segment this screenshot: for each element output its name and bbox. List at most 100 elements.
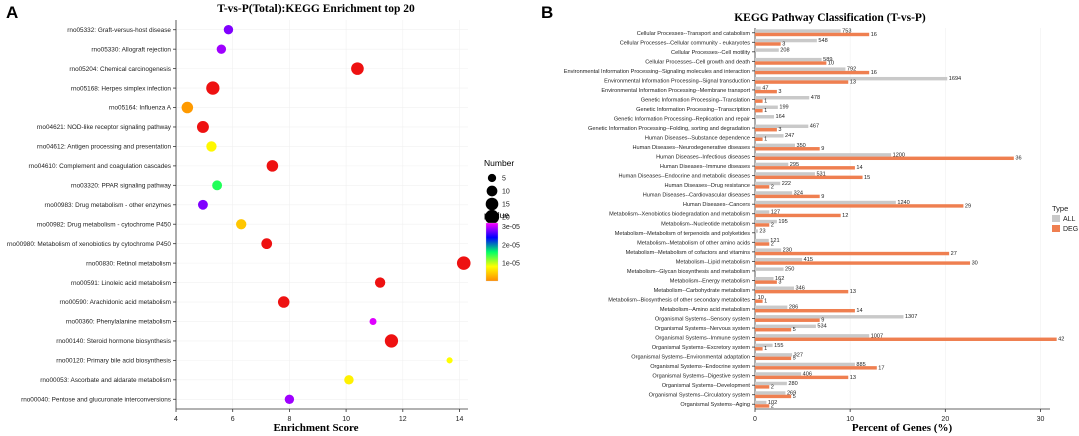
bar-all: [755, 200, 896, 205]
category-label: Metabolism--Metabolism of other amino ac…: [637, 240, 750, 246]
bar-all: [755, 324, 816, 329]
bar-deg: [755, 223, 770, 227]
size-legend-dot: [484, 209, 500, 225]
bar-deg: [755, 308, 855, 313]
bar-all-value-label: 47: [762, 86, 768, 92]
bar-deg: [755, 156, 1014, 161]
bar-all: [755, 238, 769, 243]
bar-deg: [755, 280, 777, 284]
bar-deg-value-label: 3: [782, 41, 785, 47]
bar-deg: [755, 204, 964, 208]
bar-deg: [755, 289, 849, 294]
panel-b: B KEGG Pathway Classification (T-vs-P) 0…: [541, 3, 1078, 434]
bar-deg-value-label: 2: [771, 241, 774, 247]
data-point: [196, 121, 209, 133]
chart-a-title: T-vs-P(Total):KEGG Enrichment top 20: [217, 3, 415, 15]
bar-all: [755, 362, 855, 367]
bar-deg-value-label: 27: [951, 251, 957, 257]
bar-deg: [755, 356, 792, 361]
bar-all: [755, 48, 779, 52]
bar-all-value-label: 534: [817, 324, 826, 330]
bar-all-value-label: 753: [842, 28, 851, 34]
bar-all-value-label: 195: [778, 219, 787, 225]
bar-deg: [755, 185, 770, 189]
category-label: Metabolism--Xenobiotics biodegradation a…: [609, 212, 750, 218]
category-label: rno00982: Drug metabolism - cytochrome P…: [37, 221, 172, 228]
bar-deg: [755, 128, 777, 132]
category-label: rno05332: Graft-versus-host disease: [67, 27, 171, 34]
category-label: Environmental Information Processing--Me…: [601, 88, 750, 94]
x-tick-label: 10: [846, 416, 854, 423]
bar-deg-value-label: 36: [1015, 156, 1021, 162]
category-label: Cellular Processes--Cell growth and deat…: [645, 59, 750, 65]
data-point: [369, 317, 377, 325]
bar-deg: [755, 175, 863, 180]
data-point: [212, 180, 223, 191]
bar-all-value-label: 350: [796, 143, 805, 149]
data-point: [351, 62, 364, 75]
bar-all-value-label: 164: [776, 114, 785, 120]
bar-deg-value-label: 15: [864, 175, 870, 181]
bar-deg-value-label: 14: [856, 165, 862, 171]
color-legend-label: 3e-05: [502, 224, 520, 231]
category-label: Organismal Systems--Aging: [680, 402, 750, 408]
color-legend-gradient: [485, 222, 499, 282]
bar-deg-value-label: 5: [793, 327, 796, 333]
x-tick-label: 30: [1037, 416, 1045, 423]
bar-deg: [755, 242, 770, 246]
data-point: [266, 160, 279, 172]
chart-a-xlabel: Enrichment Score: [273, 422, 358, 434]
bar-deg: [755, 328, 792, 332]
panel-b-letter: B: [541, 3, 553, 22]
data-point: [344, 375, 354, 385]
category-label: Metabolism--Lipid metabolism: [676, 259, 751, 265]
bar-deg: [755, 70, 870, 75]
bar-all-value-label: 127: [771, 209, 780, 215]
x-tick-label: 4: [174, 416, 178, 423]
category-label: Human Diseases--Immune diseases: [660, 164, 750, 170]
bar-all-value-label: 155: [774, 343, 783, 349]
category-label: rno04621: NOD-like receptor signaling pa…: [37, 124, 172, 131]
bar-all: [755, 115, 775, 119]
data-point: [216, 44, 227, 54]
type-legend-title: Type: [1052, 204, 1068, 213]
bar-all: [755, 57, 822, 62]
bar-deg: [755, 137, 763, 141]
bar-all-value-label: 324: [794, 190, 803, 196]
bar-deg: [755, 375, 849, 380]
data-point: [284, 394, 295, 404]
color-legend-label: 2e-05: [502, 242, 520, 249]
bar-all: [755, 76, 948, 81]
bar-all: [755, 248, 782, 252]
size-legend-label: 15: [502, 202, 510, 209]
category-label: rno00040: Pentose and glucuronate interc…: [21, 396, 171, 403]
bar-all-value-label: 199: [779, 105, 788, 111]
legend-swatch-deg: [1052, 225, 1060, 232]
category-label: Environmental Information Processing--Si…: [564, 69, 750, 75]
bar-all: [755, 181, 781, 186]
bar-all-value-label: 280: [788, 381, 797, 387]
category-label: rno00983: Drug metabolism - other enzyme…: [45, 202, 171, 209]
bar-deg-value-label: 9: [821, 146, 824, 152]
bar-deg-value-label: 30: [972, 260, 978, 266]
category-label: rno00120: Primary bile acid biosynthesis: [56, 358, 171, 365]
bar-deg: [755, 318, 820, 322]
size-legend-dot: [487, 173, 497, 183]
bar-all-value-label: 10: [758, 295, 764, 301]
bar-all-value-label: 327: [794, 352, 803, 358]
bar-all: [755, 286, 795, 290]
category-label: rno05204: Chemical carcinogenesis: [69, 66, 171, 73]
data-point: [197, 199, 208, 210]
legend-swatch-all: [1052, 215, 1060, 222]
bar-all-value-label: 208: [780, 48, 789, 54]
category-label: Metabolism--Biosynthesis of other second…: [608, 297, 750, 303]
bar-deg-value-label: 2: [771, 384, 774, 390]
category-label: Organismal Systems--Excretory system: [652, 345, 751, 351]
legend-label-deg: DEG: [1063, 226, 1078, 233]
bar-all-value-label: 1307: [905, 314, 917, 320]
bar-all: [755, 305, 788, 309]
bar-all: [755, 276, 774, 281]
color-legend-label: 1e-05: [502, 260, 520, 267]
category-label: Metabolism--Metabolism of cofactors and …: [626, 250, 751, 256]
bar-all: [755, 67, 846, 71]
